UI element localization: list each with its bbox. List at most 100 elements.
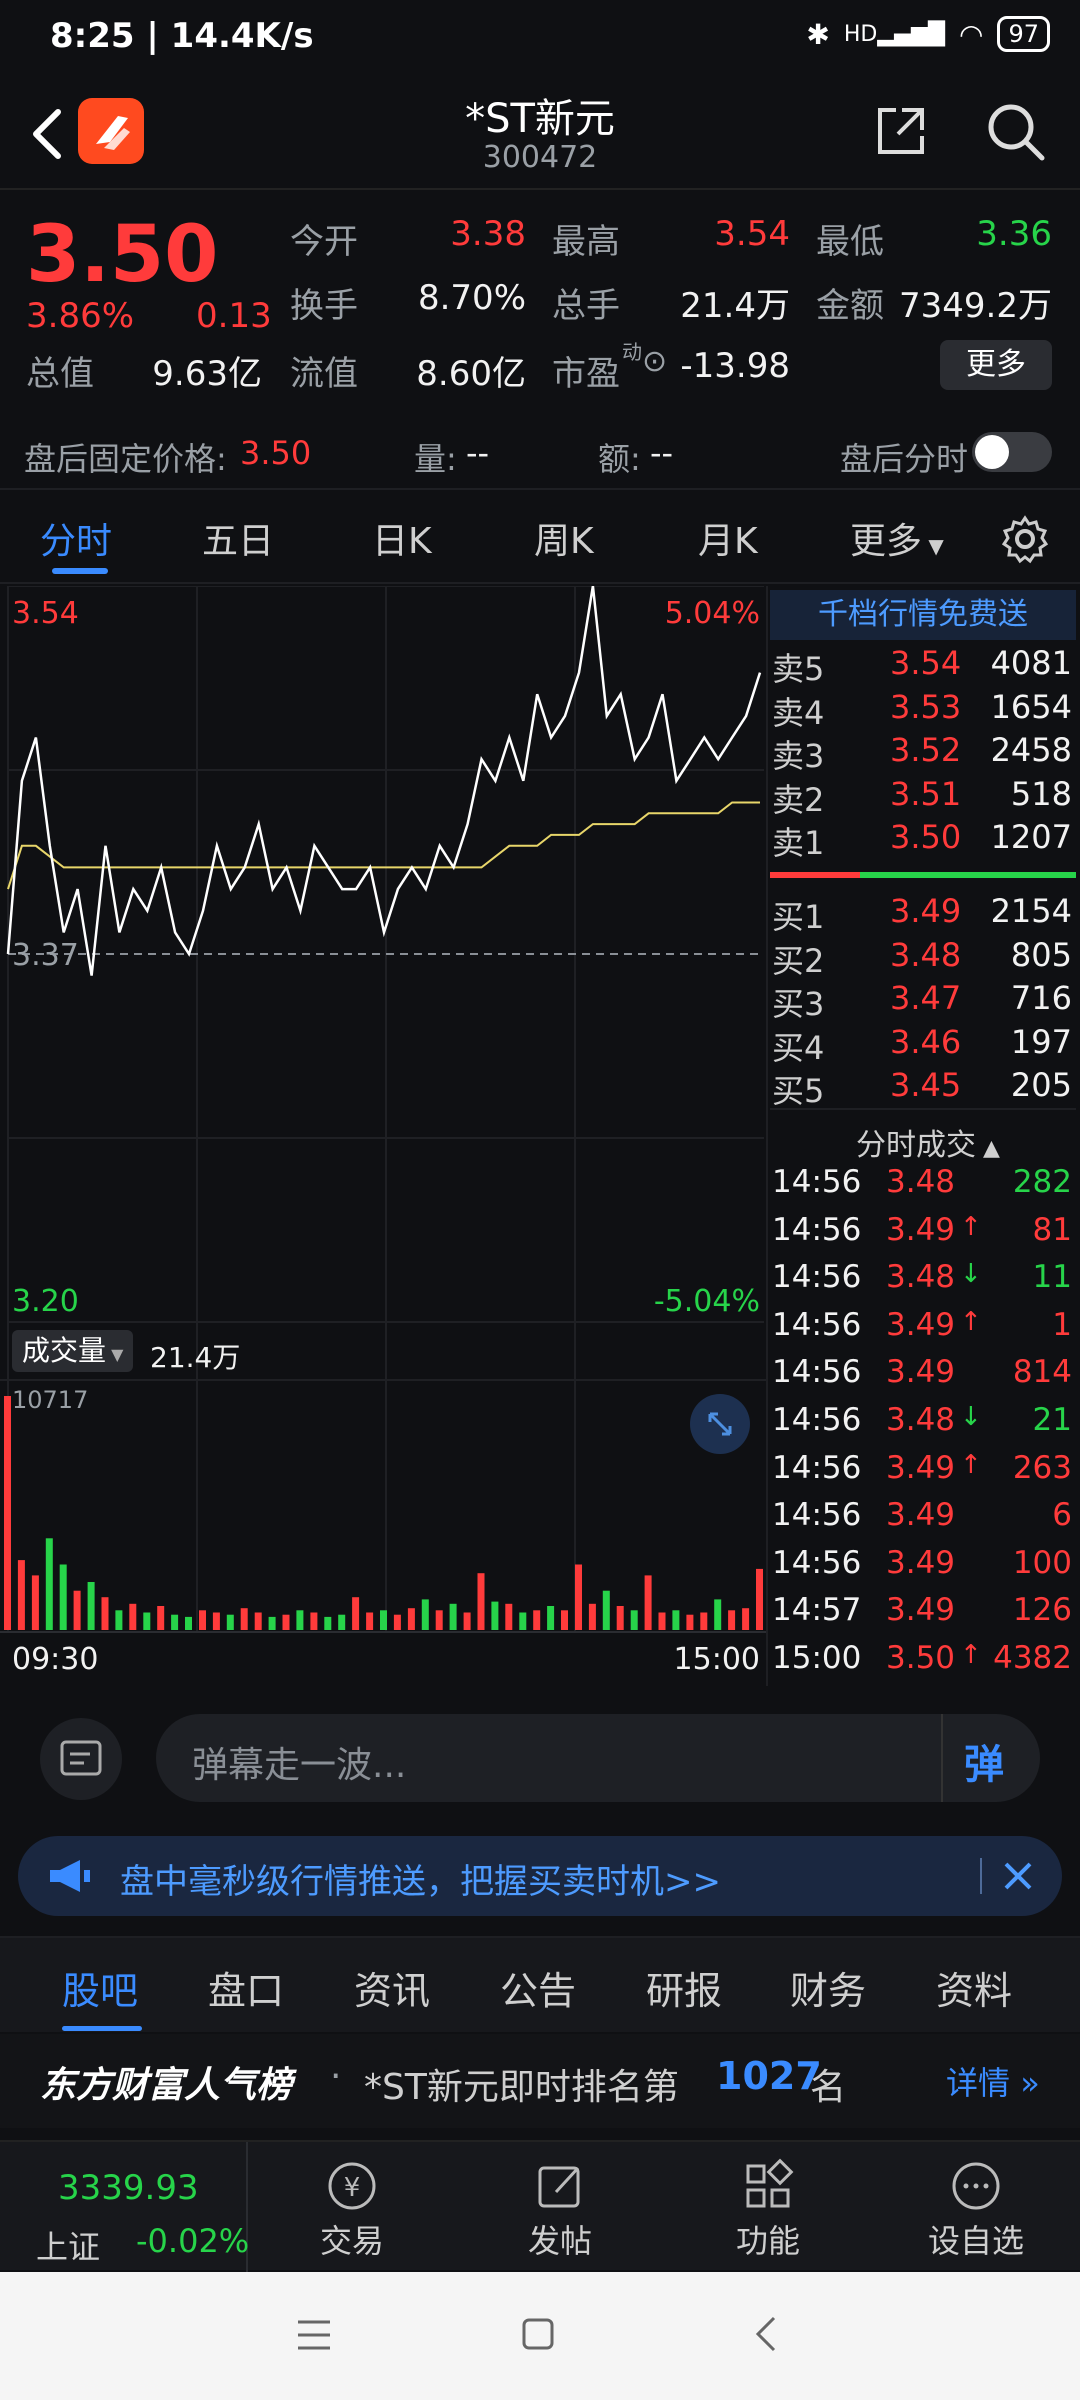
tab-five-day[interactable]: 五日 <box>202 521 275 562</box>
volume-bar <box>171 1614 179 1630</box>
bid-row[interactable]: 买5 3.45 205 <box>770 1066 1076 1110</box>
volume-bar <box>533 1610 541 1630</box>
search-icon[interactable] <box>984 100 1048 164</box>
bid-row[interactable]: 买1 3.49 2154 <box>770 892 1076 936</box>
tab-weekly-k[interactable]: 周K <box>534 521 594 562</box>
mktcap-value: 9.63亿 <box>152 354 262 394</box>
deals-title[interactable]: 分时成交 ▲ <box>856 1128 1000 1163</box>
ask-row[interactable]: 卖3 3.52 2458 <box>770 731 1076 775</box>
volume-bar <box>602 1590 610 1630</box>
back-nav-icon[interactable] <box>752 2314 780 2354</box>
deal-time: 14:56 <box>772 1164 862 1200</box>
bid-volume: 716 <box>1010 979 1072 1017</box>
deal-time: 14:56 <box>772 1497 862 1534</box>
svg-text:¥: ¥ <box>344 2173 361 2203</box>
share-icon[interactable] <box>872 102 930 160</box>
danmu-input[interactable]: 弹幕走一波... 弹 <box>156 1714 1040 1802</box>
ask-row[interactable]: 卖5 3.54 4081 <box>770 644 1076 688</box>
tab-daily-k[interactable]: 日K <box>372 521 432 562</box>
tab-research[interactable]: 研报 <box>646 1969 723 2013</box>
rank-brand: 东方财富人气榜 <box>40 2065 293 2106</box>
expand-icon[interactable] <box>690 1394 750 1454</box>
change-percent: 3.86% <box>26 296 135 336</box>
volume-bar <box>254 1612 262 1630</box>
deal-direction: ↑ <box>960 1306 982 1337</box>
volume-bar <box>658 1612 666 1630</box>
info-icon[interactable]: ⊙ <box>642 344 668 379</box>
high-label: 最高 <box>552 222 620 262</box>
home-icon[interactable] <box>520 2316 556 2352</box>
tab-intraday[interactable]: 分时 <box>40 521 113 562</box>
tab-news[interactable]: 资讯 <box>354 1969 431 2013</box>
index-widget[interactable]: 3339.93 上证 -0.02% <box>0 2142 249 2272</box>
gear-icon[interactable] <box>1000 514 1050 564</box>
volume-indicator-select[interactable]: 成交量 ▼ <box>12 1330 134 1372</box>
tab-profile[interactable]: 资料 <box>936 1969 1013 2013</box>
tab-monthly-k[interactable]: 月K <box>698 521 758 562</box>
volume-bar <box>588 1603 596 1630</box>
back-icon[interactable] <box>26 104 66 164</box>
level2-promo[interactable]: 千档行情免费送 <box>770 590 1076 640</box>
after-hours-toggle[interactable] <box>972 432 1052 472</box>
ask-row[interactable]: 卖2 3.51 518 <box>770 775 1076 819</box>
ask-volume: 518 <box>1010 774 1072 813</box>
stock-code: 300472 <box>482 140 598 175</box>
volume-bar <box>212 1612 220 1630</box>
notice-banner[interactable]: 盘中毫秒级行情推送，把握买卖时机>> <box>18 1836 1062 1916</box>
close-icon[interactable] <box>998 1856 1038 1896</box>
bid-volume: 205 <box>1010 1066 1072 1104</box>
volume-bar <box>519 1612 527 1630</box>
volume-bar <box>700 1612 708 1630</box>
deal-price: 3.48 <box>886 1402 956 1438</box>
low-label: 最低 <box>816 222 884 262</box>
after-hours-vol: -- <box>466 434 490 472</box>
dock-add-watchlist[interactable]: 设自选 <box>916 2156 1036 2262</box>
volume-label: 总手 <box>552 286 620 326</box>
popularity-rank-bar[interactable]: 东方财富人气榜 · *ST新元即时排名第 1027 名 详情 » <box>0 2034 1080 2128</box>
content-tabs: 股吧 盘口 资讯 公告 研报 财务 资料 <box>0 1936 1080 2032</box>
tab-more[interactable]: 更多 ▼ <box>850 521 944 562</box>
volume-bar <box>630 1610 638 1630</box>
ask-volume: 2458 <box>990 731 1072 769</box>
intraday-chart[interactable]: 3.54 5.04% 3.37 3.20 -5.04% 成交量 ▼ 21.4万 … <box>0 586 766 1686</box>
volume-bar <box>686 1614 694 1630</box>
ask-label: 卖5 <box>772 650 825 688</box>
tab-finance[interactable]: 财务 <box>790 1969 867 2013</box>
rank-detail-link[interactable]: 详情 » <box>946 2064 1040 2102</box>
bid-volume: 805 <box>1010 935 1072 974</box>
menu-icon[interactable] <box>296 2318 332 2352</box>
volume-bar <box>310 1612 318 1630</box>
danmu-send-button[interactable]: 弹 <box>964 1742 1004 1788</box>
more-quote-button[interactable]: 更多 <box>940 340 1052 390</box>
volume-bar <box>157 1606 165 1630</box>
turnover-label: 换手 <box>290 286 358 326</box>
bid-row[interactable]: 买2 3.48 805 <box>770 936 1076 980</box>
bid-row[interactable]: 买4 3.46 197 <box>770 1023 1076 1067</box>
deal-row: 14:56 3.49 ↑ 81 <box>770 1212 1076 1256</box>
dock-functions[interactable]: 功能 <box>708 2156 828 2262</box>
deal-volume: 282 <box>1012 1164 1072 1200</box>
tab-announcements[interactable]: 公告 <box>500 1969 577 2013</box>
ask-price: 3.51 <box>890 774 962 813</box>
deal-volume: 81 <box>1032 1211 1072 1248</box>
deal-direction: ↑ <box>960 1211 982 1242</box>
volume-bar <box>547 1606 555 1630</box>
status-time: 8:25 | 14.4K/s <box>50 16 314 56</box>
volume-bar <box>87 1582 95 1630</box>
after-hours-price: 3.50 <box>240 434 312 472</box>
change-amount: 0.13 <box>196 296 272 336</box>
deal-row: 14:56 3.49 ↑ 263 <box>770 1450 1076 1494</box>
system-nav-bar <box>0 2272 1080 2400</box>
bid-row[interactable]: 买3 3.47 716 <box>770 979 1076 1023</box>
dock-trade[interactable]: ¥ 交易 <box>292 2156 412 2262</box>
ask-row[interactable]: 卖1 3.50 1207 <box>770 818 1076 862</box>
tab-guba[interactable]: 股吧 <box>62 1969 139 2013</box>
deal-volume: 100 <box>1012 1544 1072 1581</box>
rank-text: *ST新元即时排名第 <box>364 2067 679 2108</box>
deal-volume: 4382 <box>993 1640 1072 1676</box>
dock-post[interactable]: 发帖 <box>500 2156 620 2262</box>
danmu-settings-icon[interactable] <box>40 1718 122 1800</box>
ask-row[interactable]: 卖4 3.53 1654 <box>770 688 1076 732</box>
deal-row: 14:56 3.49 814 <box>770 1354 1076 1398</box>
tab-pankou[interactable]: 盘口 <box>208 1969 285 2013</box>
